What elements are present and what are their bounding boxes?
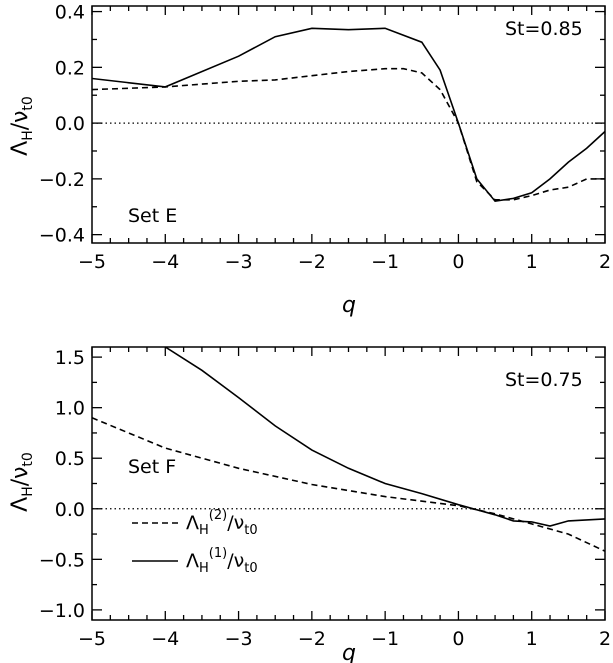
x-axis-title-top: q — [342, 293, 356, 318]
x-tick-label: −1 — [371, 251, 399, 273]
y-tick-label: 0.4 — [55, 2, 85, 24]
st-annotation: St=0.75 — [505, 369, 583, 391]
series-line-solid — [164, 347, 605, 527]
y-tick-label: 1.5 — [55, 347, 85, 369]
y-axis-title-bottom: ΛH/νt0 — [8, 452, 36, 512]
legend-label-solid: ΛH(1)/νt0 — [186, 546, 258, 576]
y-tick-label: 0.2 — [55, 57, 85, 79]
y-tick-label: 1.0 — [55, 398, 85, 420]
series-line-solid — [92, 27, 605, 203]
y-tick-label: −0.5 — [39, 549, 85, 571]
st-annotation: St=0.85 — [505, 18, 583, 40]
y-tick-label: 0.0 — [55, 113, 85, 135]
legend: ΛH(2)/νt0 ΛH(1)/νt0 — [132, 508, 258, 576]
x-tick-label: −3 — [225, 251, 253, 273]
y-tick-label: −0.2 — [39, 169, 85, 191]
legend-label-dashed: ΛH(2)/νt0 — [186, 508, 258, 538]
x-tick-label: 1 — [526, 628, 538, 650]
x-tick-label: 1 — [526, 251, 538, 273]
panel-set-f: St=0.75 Set F — [91, 346, 606, 621]
x-tick-label: −5 — [78, 628, 106, 650]
set-annotation: Set E — [128, 205, 177, 227]
panel-set-e: St=0.85 Set E — [91, 5, 606, 244]
x-tick-label: −4 — [151, 628, 179, 650]
y-axis-title-top: ΛH/νt0 — [8, 96, 36, 156]
axis-ticks — [91, 6, 606, 243]
x-axis-title-bottom: q — [342, 641, 356, 663]
x-tick-label: 2 — [599, 628, 611, 650]
series-line-dashed — [92, 417, 605, 552]
x-tick-label: 0 — [452, 251, 464, 273]
y-tick-label: 0.5 — [55, 448, 85, 470]
y-tick-label: −0.4 — [39, 225, 85, 247]
y-tick-label: −1.0 — [39, 600, 85, 622]
y-tick-label: 0.0 — [55, 499, 85, 521]
x-tick-label: −2 — [298, 628, 326, 650]
x-tick-label: 0 — [452, 628, 464, 650]
set-annotation: Set F — [128, 456, 176, 478]
x-tick-label: −1 — [371, 628, 399, 650]
x-tick-label: 2 — [599, 251, 611, 273]
series-line-dashed — [92, 67, 605, 201]
x-tick-label: −2 — [298, 251, 326, 273]
x-tick-label: −5 — [78, 251, 106, 273]
x-tick-label: −4 — [151, 251, 179, 273]
x-tick-label: −3 — [225, 628, 253, 650]
